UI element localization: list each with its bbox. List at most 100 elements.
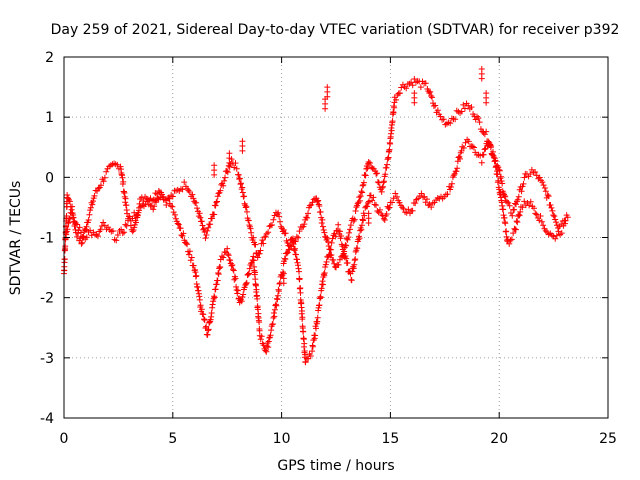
data-point <box>336 228 343 235</box>
data-point <box>331 260 338 267</box>
data-point <box>282 230 289 237</box>
data-point <box>61 256 68 263</box>
data-point <box>186 248 193 255</box>
data-point <box>232 275 239 282</box>
x-tick-label: 25 <box>599 431 617 447</box>
data-point <box>295 262 302 269</box>
chart-title: Day 259 of 2021, Sidereal Day-to-day VTE… <box>51 22 620 38</box>
data-point <box>256 319 263 326</box>
data-point <box>369 165 376 172</box>
data-point <box>379 184 386 191</box>
x-tick-label: 20 <box>490 431 508 447</box>
data-point <box>163 201 170 208</box>
data-point <box>260 240 267 247</box>
data-point <box>389 118 396 125</box>
data-point <box>169 193 176 200</box>
data-point <box>65 220 72 227</box>
data-point <box>517 208 524 215</box>
data-point <box>274 296 281 303</box>
data-point <box>514 196 521 203</box>
data-point <box>122 195 129 202</box>
data-point <box>481 146 488 153</box>
data-point <box>400 205 407 212</box>
data-point <box>369 197 376 204</box>
data-point <box>373 202 380 209</box>
data-point <box>129 228 136 235</box>
data-point <box>189 191 196 198</box>
data-point <box>231 164 238 171</box>
data-point <box>492 157 499 164</box>
data-point <box>558 230 565 237</box>
data-point <box>223 168 230 175</box>
data-point <box>260 342 267 349</box>
data-point <box>97 226 104 233</box>
data-point <box>352 256 359 263</box>
data-point <box>213 281 220 288</box>
y-tick-label: -2 <box>40 291 54 307</box>
data-point <box>145 201 152 208</box>
data-point <box>324 93 331 100</box>
data-point <box>381 216 388 223</box>
data-point <box>465 102 472 109</box>
data-point <box>495 177 502 184</box>
data-point <box>325 238 332 245</box>
data-point <box>208 310 215 317</box>
data-point <box>345 234 352 241</box>
data-point <box>190 262 197 269</box>
data-point <box>497 173 504 180</box>
data-point <box>500 206 507 213</box>
data-point <box>100 178 107 185</box>
data-point <box>409 82 416 89</box>
data-point <box>119 230 126 237</box>
data-point <box>490 154 497 161</box>
data-point <box>506 240 513 247</box>
data-point <box>267 332 274 339</box>
data-point <box>396 90 403 97</box>
data-point <box>206 319 213 326</box>
data-point <box>224 250 231 257</box>
data-point <box>359 216 366 223</box>
data-point <box>185 251 192 258</box>
data-point <box>262 347 269 354</box>
data-point <box>244 272 251 279</box>
data-point <box>266 334 273 341</box>
data-point <box>383 164 390 171</box>
data-point <box>214 193 221 200</box>
data-point <box>98 223 105 230</box>
data-point <box>292 251 299 258</box>
data-point <box>220 254 227 261</box>
data-point <box>197 302 204 309</box>
data-point <box>462 139 469 146</box>
data-point <box>296 275 303 282</box>
data-point <box>379 183 386 190</box>
data-point <box>268 327 275 334</box>
data-point <box>346 226 353 233</box>
data-point <box>120 178 127 185</box>
data-point <box>245 217 252 224</box>
data-point <box>348 277 355 284</box>
data-point <box>511 225 518 232</box>
data-point <box>342 253 349 260</box>
data-point <box>103 168 110 175</box>
data-point <box>310 196 317 203</box>
data-point <box>207 316 214 323</box>
data-point <box>322 234 329 241</box>
data-point <box>387 140 394 147</box>
data-point <box>69 203 76 210</box>
data-point <box>302 359 309 366</box>
data-point <box>512 201 519 208</box>
data-point <box>301 340 308 347</box>
data-point <box>248 229 255 236</box>
data-point <box>205 327 212 334</box>
data-point <box>243 280 250 287</box>
data-point <box>316 302 323 309</box>
data-point <box>276 280 283 287</box>
data-point <box>70 211 77 218</box>
y-axis-label: SDTVAR / TECUs <box>8 181 24 296</box>
data-point <box>411 99 418 106</box>
data-point <box>126 213 133 220</box>
data-point <box>228 262 235 269</box>
data-point <box>509 212 516 219</box>
y-tick-label: -1 <box>40 231 54 247</box>
data-point <box>119 174 126 181</box>
